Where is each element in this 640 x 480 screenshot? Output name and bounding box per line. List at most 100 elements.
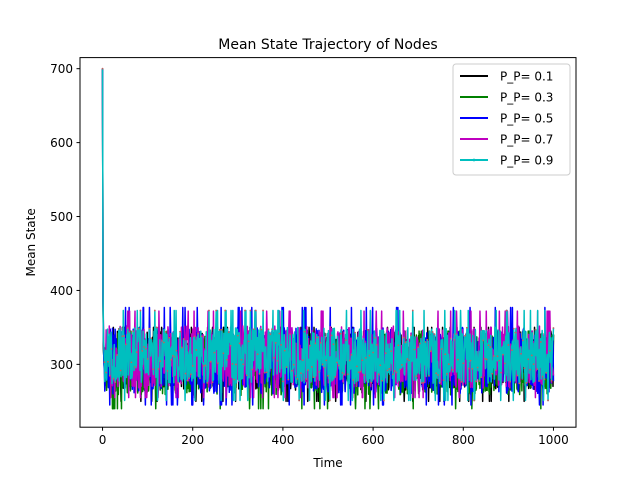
series-marker [209,360,212,363]
series-marker [325,359,328,362]
legend: P_P= 0.1 P_P= 0.3 P_P= 0.5 P_P= 0.7 P_P= 0.9 [452,63,571,176]
series-marker [245,374,248,377]
series-marker [465,326,468,329]
series-marker [354,331,356,334]
series-marker [523,367,526,370]
series-marker [175,349,178,352]
series-marker [536,368,539,371]
series-marker [121,335,124,338]
series-marker [451,368,454,371]
series-marker [330,334,333,337]
series-marker [143,346,145,348]
series-marker [321,363,324,366]
series-marker [419,342,421,345]
series-marker [435,372,438,375]
series-marker [309,344,311,347]
legend-item: P_P= 0.5 [460,112,553,126]
series-marker [440,348,443,350]
series-marker [438,381,441,384]
series-marker [507,344,510,346]
series-marker [381,379,384,382]
chart-title: Mean State Trajectory of Nodes [218,37,437,53]
series-marker [393,370,396,372]
y-tick-label: 300 [50,358,73,372]
series-marker [236,334,239,337]
series-marker [460,380,463,383]
series-marker [148,327,151,330]
series-marker [323,366,326,369]
series-marker [168,336,171,339]
series-marker [328,399,331,402]
series-marker [132,330,135,333]
series-marker [543,378,546,381]
series-marker [159,360,162,363]
x-tick-label: 600 [362,433,385,447]
series-marker [368,354,371,357]
x-tick-label: 200 [181,433,204,447]
series-marker [529,368,531,371]
y-tick-label: 700 [50,62,73,76]
series-marker [449,337,452,340]
series-marker [289,333,292,336]
series-marker [278,332,281,335]
series-marker [359,370,362,373]
series-marker [541,375,544,378]
legend-label: P_P= 0.3 [500,91,553,105]
series-marker [177,382,180,384]
series-marker [128,330,131,333]
series-marker [471,367,474,370]
series-marker [164,330,167,333]
series-marker [300,372,302,375]
x-axis-ticks: 0 200 400 600 800 1000 [99,427,569,447]
series-marker [217,362,219,365]
series-marker [153,309,156,312]
series-marker [485,358,488,361]
legend-item: P_P= 0.3 [460,91,553,105]
series-marker [274,341,277,344]
series-marker [101,67,104,70]
x-tick-label: 400 [271,433,294,447]
legend-label: P_P= 0.7 [500,133,553,147]
series-marker [390,350,393,353]
series-marker [280,343,283,346]
series-marker [532,363,535,366]
series-marker [408,359,411,362]
series-marker [521,339,524,342]
series-marker [552,327,555,329]
series-marker [399,368,402,371]
series-marker [152,368,154,371]
series-marker [105,371,108,374]
series-marker [525,382,528,384]
series-marker [547,399,549,402]
series-marker [455,333,457,335]
series-marker [229,344,232,347]
series-marker [162,341,165,344]
series-layer [101,67,555,410]
series-marker [272,356,275,359]
series-marker [251,368,254,371]
series-marker [512,327,515,330]
series-marker [363,374,365,376]
series-marker [137,327,140,330]
series-marker [271,328,273,331]
series-marker [498,359,501,362]
series-marker [319,341,322,344]
series-marker [267,328,270,331]
series-marker [538,380,540,382]
series-marker [215,309,218,312]
series-marker [240,358,243,361]
series-marker [260,328,263,331]
series-marker [424,341,427,343]
series-marker [242,363,245,366]
series-marker [348,359,351,362]
series-marker [298,399,301,402]
series-marker [125,343,127,346]
series-marker [364,357,367,359]
series-marker [204,364,207,367]
series-marker [303,330,306,333]
series-marker [327,374,329,377]
series-marker [218,328,221,331]
series-marker [379,364,382,367]
series-marker [336,361,338,364]
y-axis-ticks: 300 400 500 600 700 [50,62,80,372]
